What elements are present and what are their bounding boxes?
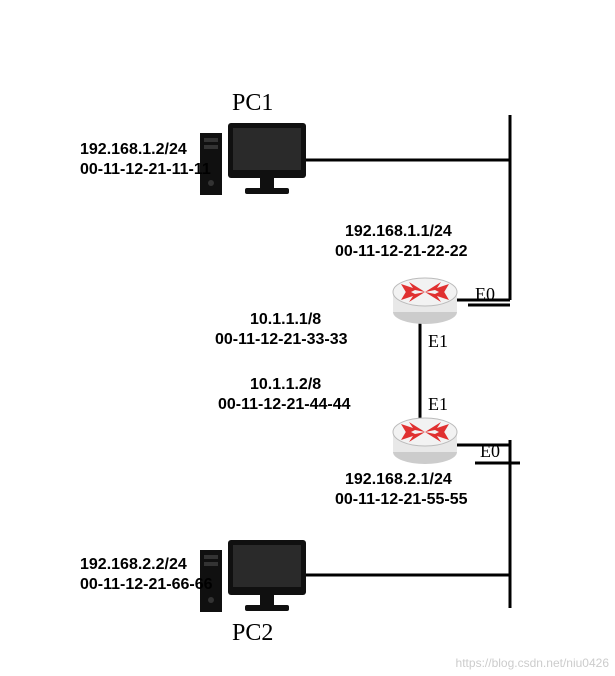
r1-e0-ip: 192.168.1.1/24 <box>345 222 452 243</box>
r1-e1-label: E1 <box>428 330 448 353</box>
pc2-mac: 00-11-12-21-66-66 <box>80 575 213 596</box>
pc1-icon <box>200 123 306 195</box>
r2-e1-mac: 00-11-12-21-44-44 <box>218 395 351 416</box>
r2-e0-mac: 00-11-12-21-55-55 <box>335 490 468 511</box>
r2-e0-label: E0 <box>480 440 500 463</box>
watermark-text: https://blog.csdn.net/niu0426 <box>456 656 609 670</box>
r2-e0-ip: 192.168.2.1/24 <box>345 470 452 491</box>
router1-icon <box>393 278 457 324</box>
r1-e1-ip: 10.1.1.1/8 <box>250 310 321 331</box>
diagram-canvas: PC1 192.168.1.2/24 00-11-12-21-11-11 192… <box>0 0 615 676</box>
pc1-mac: 00-11-12-21-11-11 <box>80 160 211 181</box>
pc1-ip: 192.168.1.2/24 <box>80 140 187 161</box>
r2-e1-label: E1 <box>428 393 448 416</box>
pc2-icon <box>200 540 306 612</box>
r1-e1-mac: 00-11-12-21-33-33 <box>215 330 348 351</box>
r1-e0-label: E0 <box>475 283 495 306</box>
pc2-title: PC2 <box>232 618 273 649</box>
pc1-title: PC1 <box>232 88 273 119</box>
r2-e1-ip: 10.1.1.2/8 <box>250 375 321 396</box>
router2-icon <box>393 418 457 464</box>
r1-e0-mac: 00-11-12-21-22-22 <box>335 242 468 263</box>
pc2-ip: 192.168.2.2/24 <box>80 555 187 576</box>
